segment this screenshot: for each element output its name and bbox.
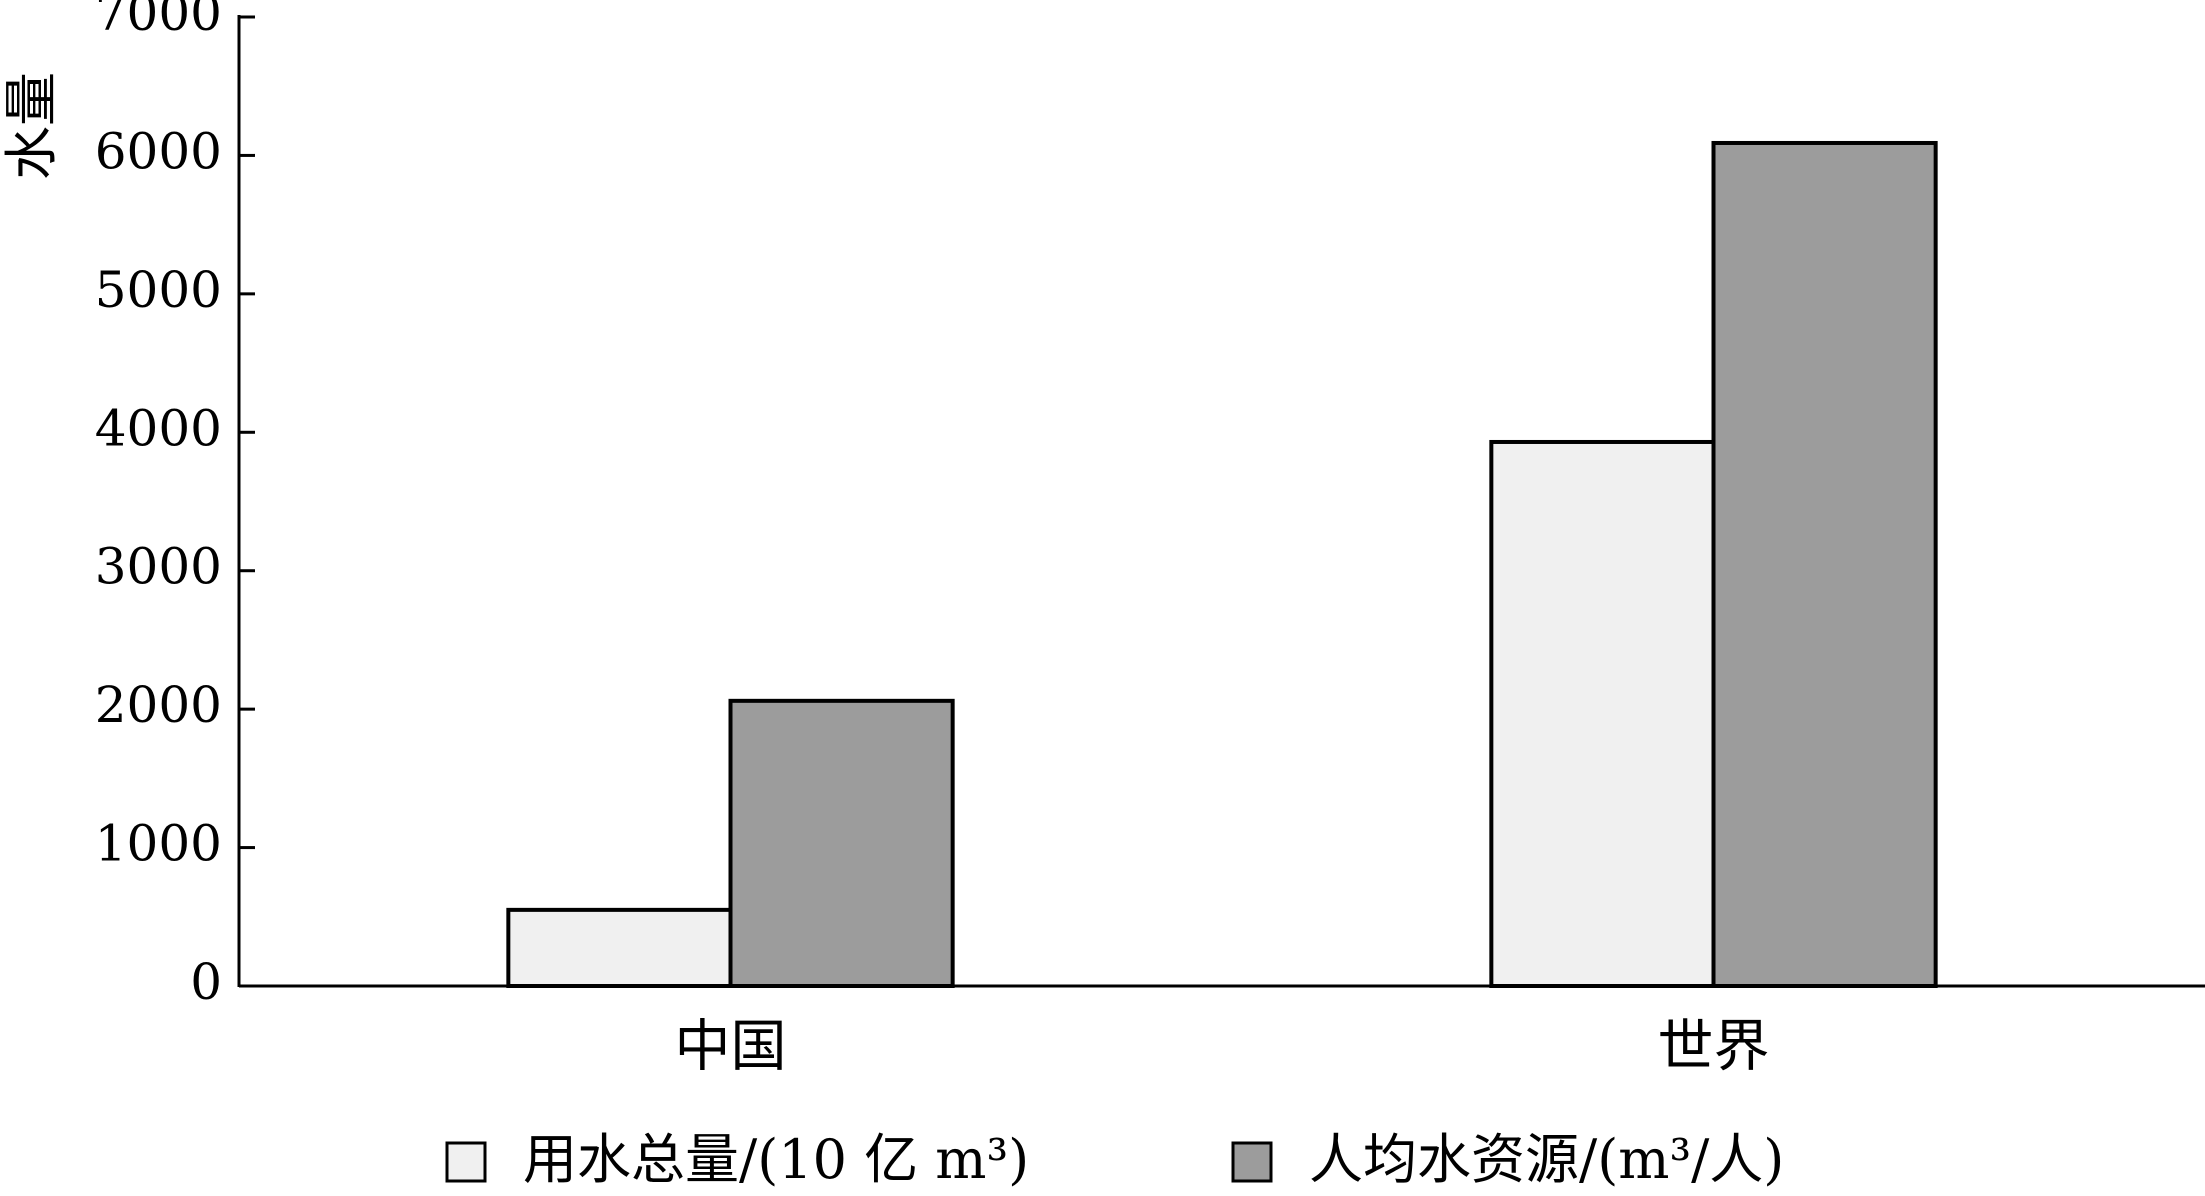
legend-swatch [445, 1141, 487, 1183]
x-tick-label: 中国 [675, 1015, 787, 1080]
y-tick-label: 7000 [95, 0, 222, 42]
bar [1489, 439, 1716, 988]
y-tick-label: 1000 [95, 815, 222, 873]
y-tick-label: 4000 [95, 399, 222, 457]
y-tick-label: 3000 [95, 538, 222, 596]
bar [1711, 140, 1938, 989]
legend-label: 人均水资源/(m³/人) [1309, 1128, 1784, 1191]
y-tick-label: 0 [190, 953, 222, 1011]
bar [506, 907, 733, 988]
y-tick-label: 6000 [95, 122, 222, 180]
legend-label: 用水总量/(10 亿 m³) [523, 1128, 1029, 1191]
y-axis-label: 水量 [0, 72, 63, 180]
y-tick-label: 2000 [95, 676, 222, 734]
bar [728, 698, 955, 989]
y-tick-label: 5000 [95, 261, 222, 319]
x-tick-label: 世界 [1658, 1015, 1770, 1080]
legend-swatch [1231, 1141, 1273, 1183]
